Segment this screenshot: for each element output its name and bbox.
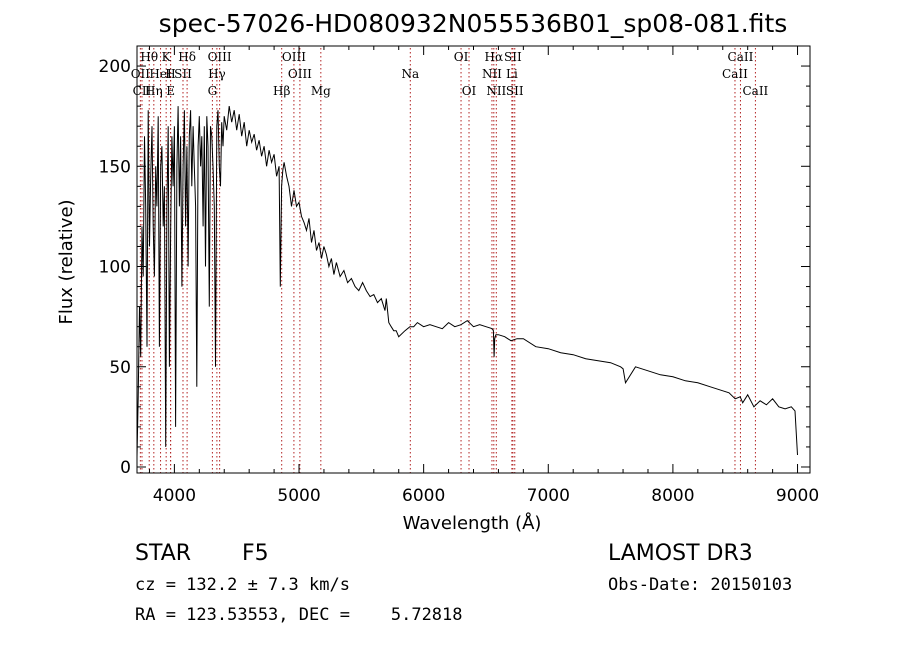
observation-date: Obs-Date: 20150103 [608, 575, 792, 595]
ra-dec: RA = 123.53553, DEC = 5.72818 [135, 605, 463, 625]
x-tick-label: 6000 [402, 486, 445, 506]
line-marker-label: H [165, 67, 175, 81]
line-marker-label: OIII [282, 50, 306, 64]
x-tick-label: 8000 [651, 486, 694, 506]
line-marker-label: CaII [742, 84, 768, 98]
line-marker-label: CaII [722, 67, 748, 81]
line-marker-label: Na [401, 67, 419, 81]
line-marker-label: HeI [149, 67, 172, 81]
line-marker-label: Hβ [273, 84, 290, 98]
line-marker-label: OIII [208, 50, 232, 64]
line-marker-label: OI [462, 84, 477, 98]
x-axis-ticks: 4000 5000 6000 7000 8000 9000 [148, 46, 819, 506]
plot-frame [136, 45, 811, 474]
line-marker-label: Hη [145, 84, 163, 98]
y-axis-label: Flux (relative) [56, 199, 77, 324]
y-tick-label: 50 [109, 358, 131, 378]
x-axis-label: Wavelength (Å) [403, 512, 542, 534]
line-marker-label: NII [482, 67, 502, 81]
line-marker-label: OIII [288, 67, 312, 81]
line-marker-label: Hα [485, 50, 504, 64]
chart-title: spec-57026-HD080932N055536B01_sp08-081.f… [159, 9, 788, 38]
line-marker-label: Li [506, 67, 518, 81]
x-tick-label: 4000 [153, 486, 196, 506]
y-tick-label: 0 [120, 458, 131, 478]
line-marker-label: SII [174, 67, 192, 81]
line-marker-label: Mg [311, 84, 331, 98]
line-marker-label: Hγ [208, 67, 226, 81]
x-tick-label: 5000 [277, 486, 320, 506]
x-tick-label: 7000 [527, 486, 570, 506]
line-marker-label: CaII [728, 50, 754, 64]
line-marker-label: G [208, 84, 218, 98]
line-marker-label: Hθ [140, 50, 158, 64]
line-marker-label: OII [131, 67, 151, 81]
object-subclass: F5 [242, 541, 269, 566]
survey-name: LAMOST DR3 [608, 541, 753, 566]
x-tick-label: 9000 [776, 486, 819, 506]
line-marker-label: E [166, 84, 175, 98]
line-marker-label: OI [454, 50, 469, 64]
y-tick-label: 150 [99, 157, 131, 177]
y-tick-label: 100 [99, 258, 131, 278]
line-markers [139, 48, 756, 473]
line-marker-label: SII [506, 84, 524, 98]
line-marker-label: SII [504, 50, 522, 64]
object-class: STAR [135, 541, 191, 566]
line-marker-label: NII [486, 84, 506, 98]
redshift-cz: cz = 132.2 ± 7.3 km/s [135, 575, 350, 595]
line-marker-label: Hδ [178, 50, 196, 64]
spectrum-line [136, 106, 798, 458]
line-marker-label: K [162, 50, 172, 64]
y-axis-ticks: 0 50 100 150 200 [99, 57, 810, 478]
y-tick-label: 200 [99, 57, 131, 77]
